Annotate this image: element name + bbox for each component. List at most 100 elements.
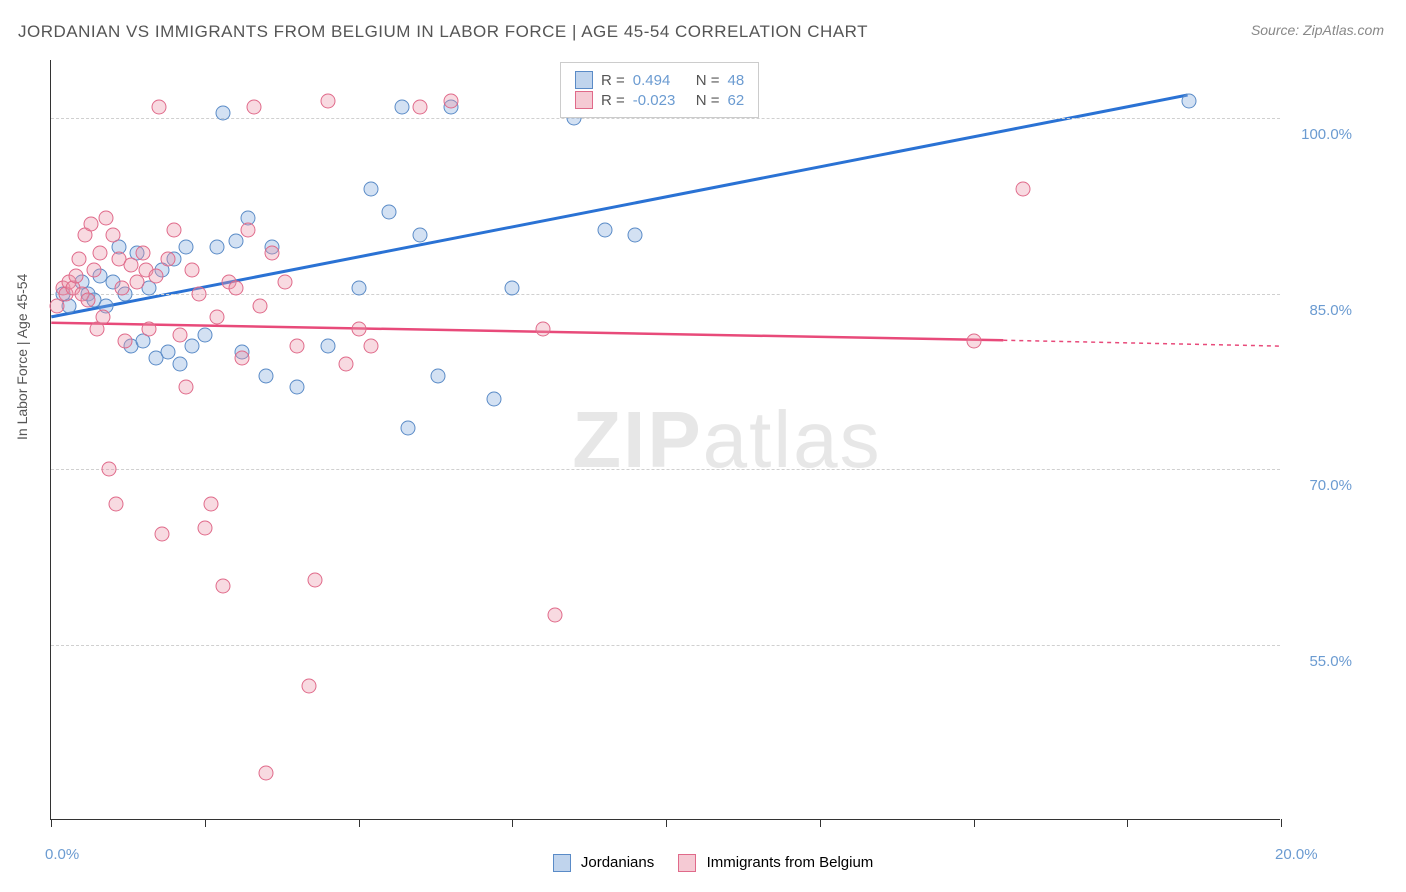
x-tick: [205, 819, 206, 827]
swatch-pink: [678, 854, 696, 872]
point-belgium: [136, 245, 151, 260]
chart-container: JORDANIAN VS IMMIGRANTS FROM BELGIUM IN …: [0, 0, 1406, 892]
gridline: [51, 469, 1280, 470]
point-jordanians: [210, 240, 225, 255]
legend-jordanians-label: Jordanians: [581, 854, 654, 871]
point-belgium: [210, 310, 225, 325]
r-value: 0.494: [633, 72, 688, 89]
swatch-blue: [553, 854, 571, 872]
point-belgium: [253, 298, 268, 313]
point-jordanians: [228, 234, 243, 249]
correlation-legend: R = 0.494 N = 48 R = -0.023 N = 62: [560, 62, 759, 118]
point-belgium: [197, 520, 212, 535]
point-belgium: [290, 339, 305, 354]
point-belgium: [148, 269, 163, 284]
point-belgium: [102, 462, 117, 477]
point-belgium: [179, 380, 194, 395]
legend-row-jordanians: R = 0.494 N = 48: [575, 71, 744, 89]
y-tick-label: 85.0%: [1309, 302, 1352, 319]
point-belgium: [160, 251, 175, 266]
point-belgium: [191, 286, 206, 301]
point-jordanians: [363, 181, 378, 196]
point-belgium: [99, 210, 114, 225]
point-jordanians: [597, 222, 612, 237]
x-tick: [1281, 819, 1282, 827]
point-jordanians: [413, 228, 428, 243]
point-belgium: [108, 497, 123, 512]
point-jordanians: [382, 205, 397, 220]
n-value: 62: [728, 92, 745, 109]
point-belgium: [71, 251, 86, 266]
n-label: N =: [696, 92, 720, 109]
swatch-blue: [575, 71, 593, 89]
point-belgium: [277, 275, 292, 290]
point-belgium: [68, 269, 83, 284]
point-belgium: [83, 216, 98, 231]
gridline: [51, 645, 1280, 646]
point-belgium: [413, 99, 428, 114]
y-tick-label: 100.0%: [1301, 126, 1352, 143]
legend-belgium-label: Immigrants from Belgium: [707, 854, 874, 871]
point-belgium: [320, 93, 335, 108]
x-tick: [512, 819, 513, 827]
n-label: N =: [696, 72, 720, 89]
point-jordanians: [431, 368, 446, 383]
gridline: [51, 118, 1280, 119]
point-jordanians: [216, 105, 231, 120]
point-belgium: [114, 281, 129, 296]
point-belgium: [259, 766, 274, 781]
point-jordanians: [400, 421, 415, 436]
point-belgium: [443, 93, 458, 108]
point-jordanians: [290, 380, 305, 395]
point-belgium: [142, 321, 157, 336]
point-belgium: [339, 357, 354, 372]
point-jordanians: [394, 99, 409, 114]
swatch-pink: [575, 91, 593, 109]
point-jordanians: [185, 339, 200, 354]
point-belgium: [154, 526, 169, 541]
point-belgium: [265, 245, 280, 260]
chart-title: JORDANIAN VS IMMIGRANTS FROM BELGIUM IN …: [18, 22, 868, 42]
point-belgium: [536, 321, 551, 336]
x-tick: [51, 819, 52, 827]
point-belgium: [185, 263, 200, 278]
plot-area: ZIPatlas 55.0%70.0%85.0%100.0%0.0%20.0%: [50, 60, 1280, 820]
point-belgium: [363, 339, 378, 354]
point-belgium: [351, 321, 366, 336]
y-tick-label: 55.0%: [1309, 653, 1352, 670]
x-tick: [1127, 819, 1128, 827]
point-belgium: [96, 310, 111, 325]
series-legend: Jordanians Immigrants from Belgium: [0, 854, 1406, 872]
n-value: 48: [728, 72, 745, 89]
x-tick: [359, 819, 360, 827]
point-belgium: [93, 245, 108, 260]
legend-row-belgium: R = -0.023 N = 62: [575, 91, 744, 109]
point-belgium: [80, 292, 95, 307]
point-jordanians: [351, 281, 366, 296]
r-label: R =: [601, 92, 625, 109]
point-jordanians: [486, 392, 501, 407]
point-belgium: [151, 99, 166, 114]
point-jordanians: [320, 339, 335, 354]
point-belgium: [240, 222, 255, 237]
point-belgium: [228, 281, 243, 296]
source-label: Source: ZipAtlas.com: [1251, 22, 1384, 38]
point-belgium: [87, 263, 102, 278]
x-tick: [820, 819, 821, 827]
watermark: ZIPatlas: [572, 394, 881, 486]
point-belgium: [167, 222, 182, 237]
point-jordanians: [505, 281, 520, 296]
point-belgium: [123, 257, 138, 272]
point-belgium: [216, 579, 231, 594]
point-belgium: [302, 678, 317, 693]
point-jordanians: [173, 357, 188, 372]
point-belgium: [173, 327, 188, 342]
point-jordanians: [259, 368, 274, 383]
point-jordanians: [197, 327, 212, 342]
point-belgium: [1015, 181, 1030, 196]
point-belgium: [548, 608, 563, 623]
x-tick: [974, 819, 975, 827]
point-belgium: [105, 228, 120, 243]
point-belgium: [966, 333, 981, 348]
point-jordanians: [160, 345, 175, 360]
